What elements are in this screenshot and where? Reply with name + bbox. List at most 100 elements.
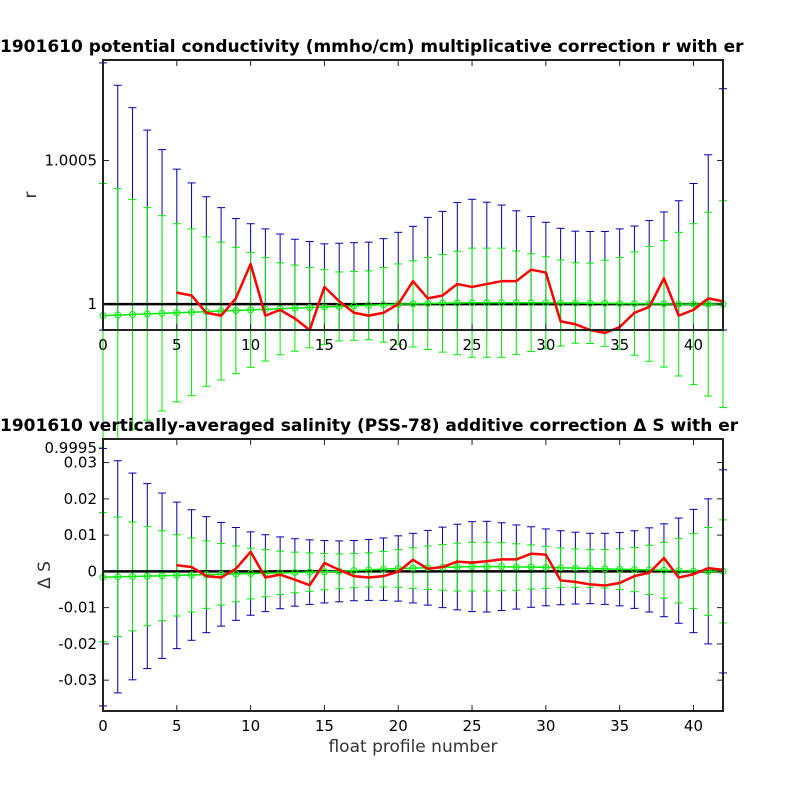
series-point: [486, 560, 488, 563]
series-point: [426, 568, 429, 570]
plot-frame: [102, 438, 724, 712]
fit-point: [512, 563, 520, 571]
series-point: [648, 306, 650, 308]
fit-point: [601, 565, 609, 573]
series-point: [353, 311, 355, 314]
series-point: [633, 311, 636, 314]
fit-point: [365, 301, 373, 309]
series-point: [515, 280, 518, 282]
chart-title: 1901610 vertically-averaged salinity (PS…: [0, 416, 739, 436]
plot-frame: [102, 59, 724, 331]
fit-point: [601, 299, 609, 307]
fit-point: [129, 572, 137, 580]
fit-point: [571, 299, 579, 307]
series-point: [190, 566, 193, 568]
series-point: [589, 583, 591, 586]
series-point: [412, 558, 414, 561]
series-point: [663, 557, 665, 559]
fit-point: [114, 573, 122, 581]
series-point: [692, 309, 695, 311]
series-point: [279, 309, 281, 311]
series-point: [441, 294, 444, 297]
x-tick-label: 35: [610, 717, 629, 735]
x-tick-label: 35: [610, 336, 629, 354]
series-point: [545, 271, 547, 274]
series-point: [382, 575, 385, 577]
series-point: [382, 311, 385, 314]
fit-point: [306, 304, 314, 312]
series-point: [633, 575, 636, 577]
fit-point: [630, 566, 638, 574]
y-tick-label: 0: [87, 562, 97, 580]
series-point: [323, 562, 326, 564]
series-point: [397, 303, 400, 305]
fit-point: [365, 566, 373, 574]
y-tick-label: 0.9995: [45, 439, 98, 457]
fit-point: [188, 308, 196, 316]
fit-point: [335, 302, 343, 310]
fit-point: [247, 570, 255, 578]
x-tick-label: 25: [463, 717, 482, 735]
fit-point: [173, 309, 181, 317]
fit-point: [143, 310, 151, 318]
fit-point: [571, 564, 579, 572]
series-point: [471, 286, 473, 288]
series-point: [205, 575, 208, 577]
series-point: [456, 283, 459, 285]
series-point: [530, 552, 532, 555]
fit-point: [498, 563, 506, 571]
fit-point: [630, 300, 638, 308]
x-tick-label: 30: [536, 717, 555, 735]
series-point: [707, 297, 710, 300]
fit-point: [586, 564, 594, 572]
series-point: [338, 300, 340, 303]
fit-point: [350, 567, 358, 575]
fit-point: [158, 309, 166, 317]
fit-point: [704, 300, 712, 308]
fit-point: [557, 564, 565, 572]
x-tick-label: 15: [315, 717, 334, 735]
x-tick-label: 20: [389, 336, 408, 354]
series-point: [338, 569, 340, 571]
chart-title: 1901610 potential conductivity (mmho/cm)…: [0, 37, 744, 57]
x-tick-label: 0: [98, 336, 108, 354]
fit-point: [379, 565, 387, 573]
series-point: [604, 332, 606, 334]
series-point: [249, 263, 252, 265]
fit-point: [675, 300, 683, 308]
fit-point: [291, 568, 299, 576]
y-tick-label: 1.0005: [45, 152, 98, 170]
series-point: [677, 314, 680, 317]
fit-point: [527, 563, 535, 571]
fit-point: [409, 564, 417, 572]
fit-point: [660, 300, 668, 308]
x-tick-label: 10: [241, 336, 260, 354]
x-axis-label: float profile number: [328, 737, 497, 757]
fit-point: [689, 300, 697, 308]
fit-point: [660, 566, 668, 574]
fit-point: [542, 563, 550, 571]
series-point: [426, 297, 429, 300]
x-tick-label: 25: [463, 336, 482, 354]
series-point: [412, 280, 414, 282]
series-point: [176, 564, 178, 567]
fit-point: [114, 311, 122, 319]
fit-point: [320, 568, 328, 576]
x-tick-label: 40: [684, 717, 703, 735]
fit-point: [439, 299, 447, 307]
series-point: [574, 581, 577, 583]
fit-point: [143, 572, 151, 580]
fit-point: [394, 300, 402, 308]
fit-point: [158, 572, 166, 580]
chart-salinity-correction: 1901610 vertically-averaged salinity (PS…: [0, 416, 739, 757]
x-tick-label: 40: [684, 336, 703, 354]
series-point: [456, 560, 459, 563]
fit-point: [232, 570, 240, 578]
series-point: [323, 286, 326, 288]
fit-point: [247, 306, 255, 314]
x-tick-label: 0: [98, 717, 108, 735]
series-point: [235, 568, 237, 570]
series-point: [220, 576, 222, 579]
series-point: [574, 323, 577, 326]
